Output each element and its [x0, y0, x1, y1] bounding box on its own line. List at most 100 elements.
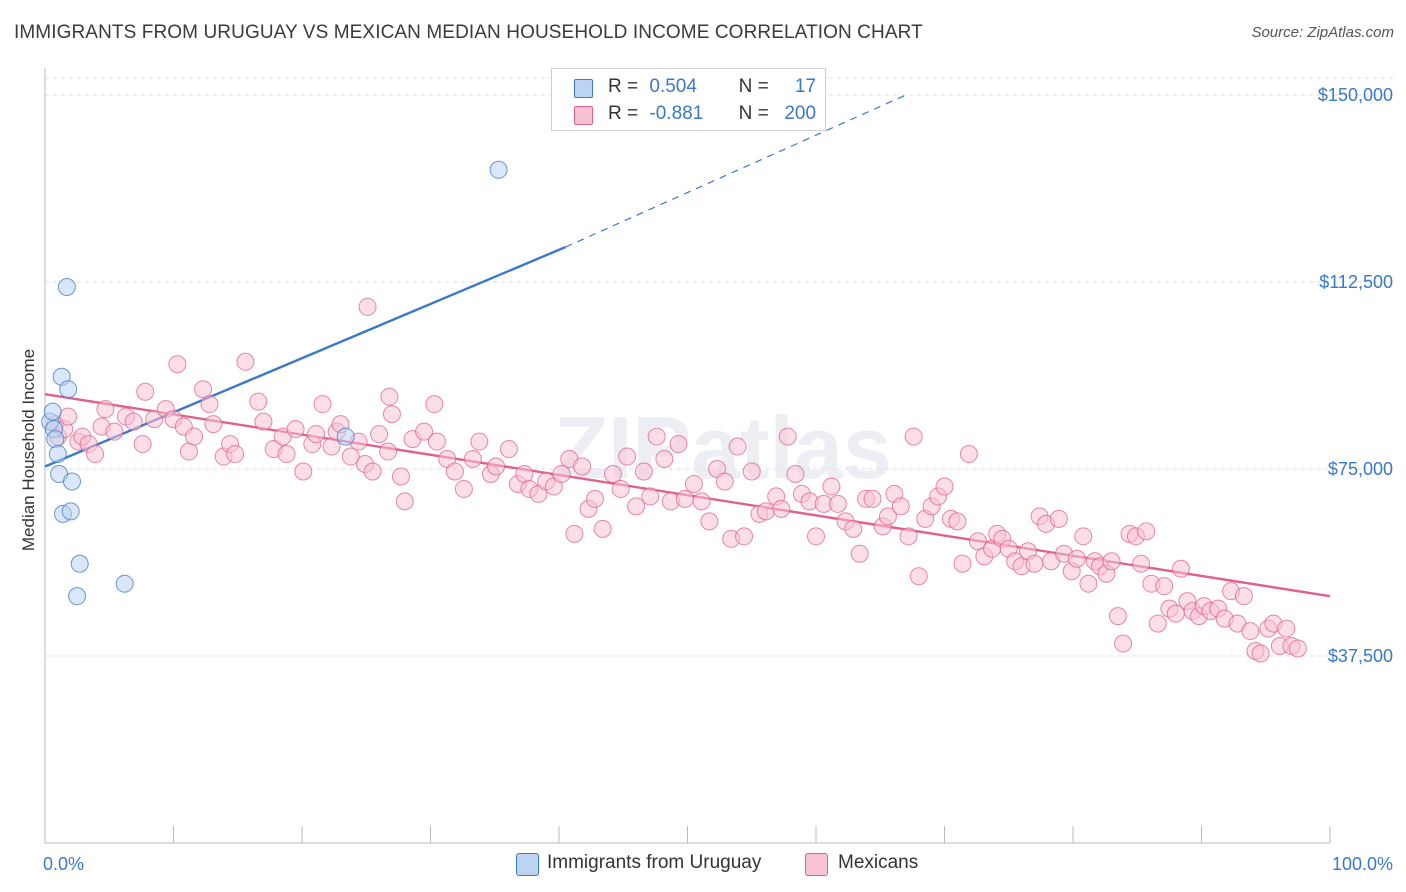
legend-stats-mexicans: R = -0.881 N = 200: [608, 103, 816, 125]
uruguay-point: [489, 160, 508, 179]
mexicans-point: [565, 524, 584, 543]
mexicans-point: [891, 497, 910, 516]
mexicans-point: [124, 412, 143, 431]
mexicans-point: [454, 479, 473, 498]
y-tick-label: $75,000: [1328, 459, 1393, 479]
legend-r-label: R =: [608, 103, 639, 124]
mexicans-point: [382, 405, 401, 424]
mexicans-point: [935, 477, 954, 496]
x-tick-label: 0.0%: [43, 854, 84, 874]
mexicans-point: [59, 407, 78, 426]
mexicans-point: [226, 445, 245, 464]
uruguay-point: [61, 502, 80, 521]
x-tick-labels: 0.0% 100.0%: [43, 854, 1393, 874]
mexicans-point: [168, 355, 187, 374]
mexicans-point: [1171, 559, 1190, 578]
mexicans-point: [136, 382, 155, 401]
mexicans-point: [277, 445, 296, 464]
legend-label-uruguay: Immigrants from Uruguay: [547, 852, 762, 873]
mexicans-point: [948, 512, 967, 531]
mexicans-point: [286, 420, 305, 439]
mexicans-point: [953, 554, 972, 573]
uruguay-point: [59, 380, 78, 399]
mexicans-point: [603, 464, 622, 483]
mexicans-point: [573, 457, 592, 476]
mexicans-point: [593, 519, 612, 538]
y-axis-label: Median Household Income: [19, 348, 38, 552]
mexicans-point: [379, 442, 398, 461]
legend-n-label: N =: [738, 76, 769, 97]
mexicans-point: [194, 380, 213, 399]
uruguay-point: [46, 430, 65, 449]
mexicans-point: [700, 512, 719, 531]
mexicans-point: [728, 437, 747, 456]
mexicans-point: [391, 467, 410, 486]
mexicans-point: [415, 422, 434, 441]
legend-swatch-mexicans: [805, 853, 828, 876]
mexicans-point: [1234, 587, 1253, 606]
legend-r-value: 0.504: [649, 76, 697, 97]
mexicans-point: [968, 532, 987, 551]
mexicans-point: [185, 427, 204, 446]
mexicans-point: [1148, 614, 1167, 633]
mexicans-point: [1277, 619, 1296, 638]
mexicans-point: [427, 432, 446, 451]
mexicans-point: [463, 450, 482, 469]
mexicans-point: [200, 395, 219, 414]
uruguay-trend-extension: [565, 94, 907, 248]
uruguay-point: [57, 277, 76, 296]
mexicans-point: [1288, 639, 1307, 658]
mexicans-point: [1074, 527, 1093, 546]
mexicans-point: [499, 440, 518, 459]
mexicans-point: [756, 502, 775, 521]
legend-r-label: R =: [608, 76, 639, 97]
mexicans-point: [133, 435, 152, 454]
mexicans-point: [179, 442, 198, 461]
mexicans-point: [445, 462, 464, 481]
mexicans-point: [899, 527, 918, 546]
uruguay-point: [68, 587, 87, 606]
trend-lines: [44, 94, 1331, 598]
mexicans-point: [909, 567, 928, 586]
correlation-legend: R = 0.504 N = 17 R = -0.881 N = 200: [551, 68, 826, 131]
mexicans-point: [618, 447, 637, 466]
mexicans-point: [878, 507, 897, 526]
mexicans-point: [1155, 577, 1174, 596]
mexicans-point: [370, 425, 389, 444]
mexicans-point: [249, 392, 268, 411]
mexicans-point: [1137, 522, 1156, 541]
mexicans-point: [1132, 554, 1151, 573]
mexicans-point: [844, 519, 863, 538]
mexicans-point: [322, 437, 341, 456]
legend-label-mexicans: Mexicans: [838, 852, 919, 873]
mexicans-point: [585, 489, 604, 508]
axes: [44, 68, 1331, 844]
y-tick-label: $150,000: [1318, 85, 1393, 105]
mexicans-point: [1079, 574, 1098, 593]
y-axis-label-wrap: Median Household Income: [16, 300, 42, 600]
mexicans-point: [778, 427, 797, 446]
uruguay-point: [62, 472, 81, 491]
mexicans-point: [742, 462, 761, 481]
mexicans-point: [655, 450, 674, 469]
y-tick-labels: $37,500 $75,000 $112,500 $150,000: [1318, 85, 1393, 666]
legend-n-value: 200: [784, 103, 817, 124]
mexicans-point: [904, 427, 923, 446]
mexicans-point: [772, 499, 791, 518]
mexicans-point: [254, 412, 273, 431]
mexicans-point: [684, 474, 703, 493]
mexicans-point: [380, 387, 399, 406]
mexicans-point: [634, 462, 653, 481]
mexicans-point: [1025, 554, 1044, 573]
uruguay-point: [48, 445, 67, 464]
mexicans-point: [692, 492, 711, 511]
mexicans-point: [86, 445, 105, 464]
legend-n-label: N =: [738, 103, 769, 124]
mexicans-point: [1102, 552, 1121, 571]
legend-n-value: 17: [794, 76, 817, 97]
mexicans-point: [307, 425, 326, 444]
mexicans-point: [959, 445, 978, 464]
mexicans-point: [1108, 607, 1127, 626]
mexicans-point: [735, 527, 754, 546]
